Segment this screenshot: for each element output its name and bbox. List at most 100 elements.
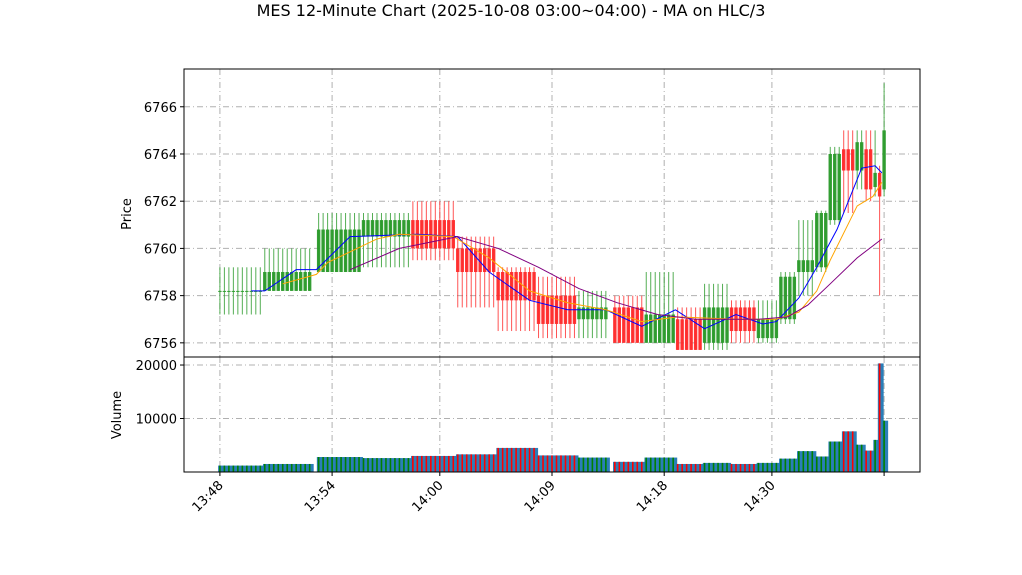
volume-bar — [685, 463, 688, 472]
candle-body — [505, 272, 509, 301]
candle-body — [806, 260, 810, 273]
candle-body — [779, 276, 783, 320]
candle-body — [447, 220, 451, 249]
volume-bar — [421, 455, 423, 472]
volume-bar — [663, 457, 665, 472]
price-grid — [184, 69, 920, 357]
volume-bar — [658, 457, 661, 472]
candle-body — [375, 220, 379, 237]
candle-body — [272, 272, 276, 291]
candle-body — [536, 295, 541, 324]
candle-body — [433, 220, 438, 249]
volume-bar — [833, 441, 836, 472]
volume-bar — [694, 463, 697, 472]
volume-tick-label: 20000 — [136, 359, 177, 374]
volume-bar — [851, 431, 854, 472]
volume-bar — [546, 455, 549, 472]
volume-bar — [232, 465, 235, 472]
volume-bar — [878, 363, 881, 472]
candle-body — [842, 149, 846, 171]
candle-body — [545, 295, 550, 324]
volume-bar — [627, 461, 630, 472]
candle-body — [523, 272, 527, 301]
volume-bar — [447, 455, 450, 472]
volume-bar — [829, 441, 832, 472]
volume-bar — [762, 462, 764, 472]
volume-bar — [519, 447, 522, 472]
candle-body — [698, 319, 702, 350]
candle-body — [303, 272, 307, 291]
candle-body — [666, 314, 671, 343]
candle-body — [357, 229, 361, 273]
candle-body — [590, 307, 595, 320]
candle-body — [846, 149, 850, 171]
candle-body — [658, 314, 662, 343]
candle-body — [406, 220, 411, 237]
candle-body — [788, 276, 792, 320]
candle-body — [307, 272, 312, 291]
volume-bar — [578, 457, 580, 472]
volume-bar — [820, 456, 823, 472]
candle-body — [352, 229, 357, 273]
volume-bar — [322, 457, 324, 472]
volume-bar — [290, 463, 293, 472]
volume-bar — [811, 451, 814, 472]
volume-bar — [569, 455, 571, 472]
candle-body — [693, 319, 698, 350]
volume-group-bar — [882, 420, 889, 472]
candle-body — [855, 142, 859, 171]
volume-bar — [255, 465, 257, 472]
candle-body — [644, 314, 648, 343]
volume-bar — [824, 456, 827, 472]
volume-bar — [721, 462, 724, 472]
candle-body — [451, 220, 455, 249]
candle-body — [500, 272, 505, 301]
candle-body — [222, 290, 227, 292]
candle-body — [478, 248, 482, 273]
volume-bar — [376, 458, 378, 472]
ma-slow-line — [349, 236, 883, 320]
candle-body — [388, 220, 393, 237]
volume-bar — [847, 431, 849, 472]
volume-bar — [537, 455, 540, 472]
volume-bar — [308, 463, 311, 472]
volume-group-bar — [797, 451, 817, 472]
volume-bar — [241, 465, 244, 472]
volume-group-bar — [855, 444, 866, 472]
volume-bar — [676, 463, 679, 472]
candle-body — [819, 213, 823, 268]
volume-bar — [353, 457, 356, 472]
volume-bar — [605, 457, 607, 472]
candle-body — [868, 149, 873, 190]
ma-mid-line — [282, 182, 883, 323]
x-ticks: 13:48 13:54 14:00 14:09 14:18 14:30 — [190, 472, 885, 515]
candle-body — [460, 248, 464, 273]
candles — [218, 83, 886, 350]
candle-body — [797, 260, 801, 273]
candle-body — [877, 172, 882, 197]
volume-group-bar — [262, 463, 314, 472]
volume-bar — [268, 463, 271, 472]
volume-bar — [281, 463, 284, 472]
volume-bar — [506, 447, 508, 472]
volume-bar — [407, 458, 410, 472]
price-tick-label: 6758 — [144, 290, 177, 305]
candle-body — [828, 153, 832, 221]
volume-bar — [385, 458, 387, 472]
volume-bar — [528, 447, 531, 472]
volume-bar — [560, 455, 562, 472]
volume-bar — [883, 420, 885, 472]
volume-bar — [766, 462, 769, 472]
candle-body — [662, 314, 666, 343]
price-tick-label: 6760 — [144, 242, 177, 257]
volume-bar — [335, 457, 338, 472]
volume-bar — [789, 458, 791, 472]
volume-bar — [564, 455, 567, 472]
candle-body — [334, 229, 339, 273]
price-axis-label: Price — [120, 198, 135, 230]
volume-bar — [358, 457, 360, 472]
candle-body — [635, 307, 639, 343]
candle-body — [586, 307, 590, 320]
volume-bar — [780, 458, 782, 472]
volume-bar — [389, 458, 392, 472]
